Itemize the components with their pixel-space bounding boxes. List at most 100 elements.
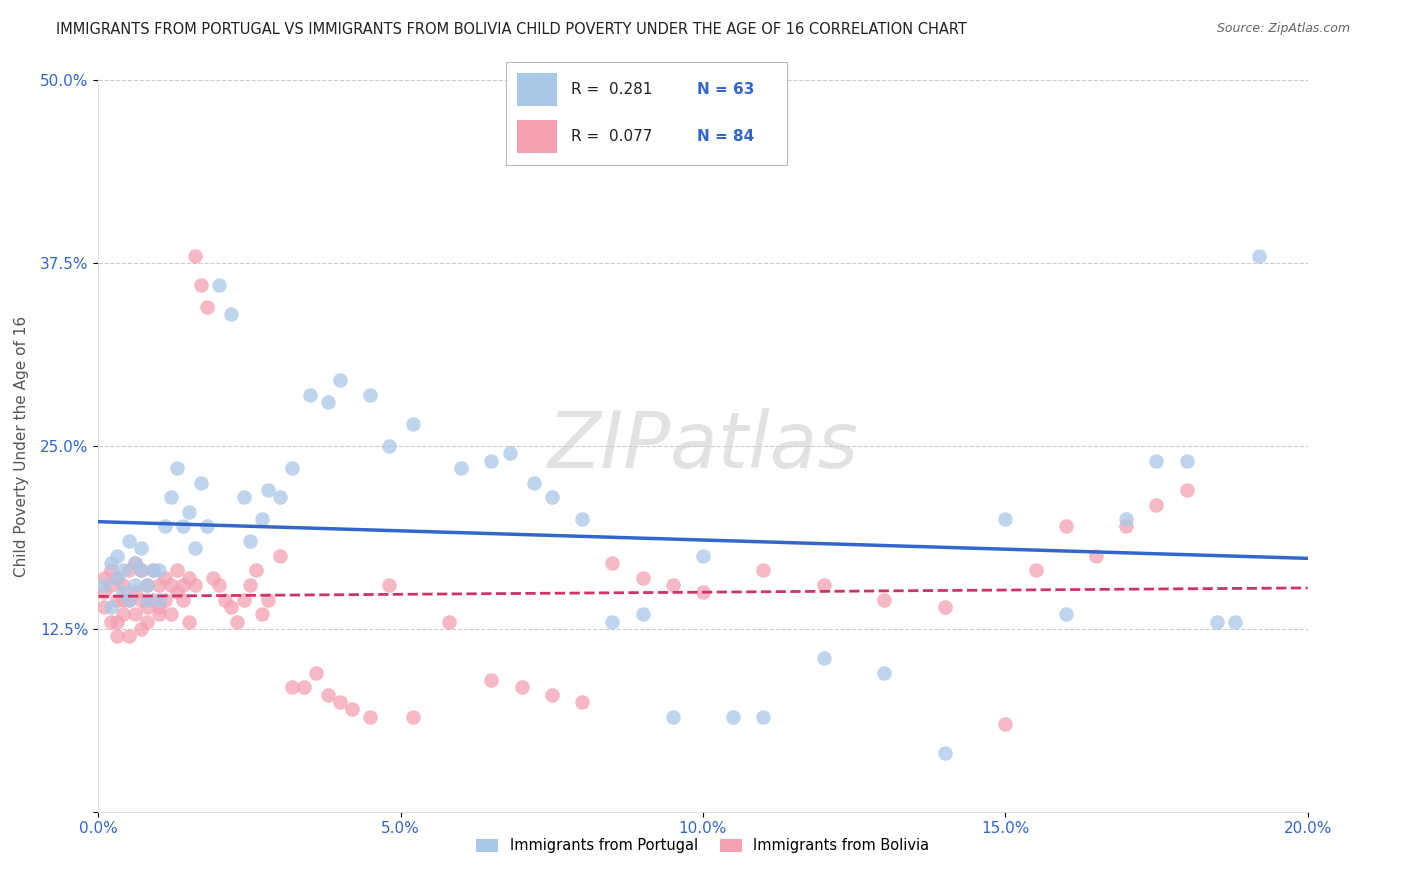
Point xyxy=(129,622,152,636)
Point xyxy=(1115,519,1137,533)
Point xyxy=(402,709,425,723)
Point xyxy=(360,709,382,723)
Point xyxy=(93,599,115,614)
Point xyxy=(179,505,201,519)
Point xyxy=(100,615,122,629)
Point xyxy=(752,563,775,577)
Point xyxy=(221,599,243,614)
Point xyxy=(510,681,533,695)
Point xyxy=(1115,512,1137,526)
Point xyxy=(190,475,212,490)
Point xyxy=(1175,483,1198,497)
Point xyxy=(329,695,352,709)
Point xyxy=(124,585,146,599)
Point xyxy=(179,571,201,585)
Point xyxy=(571,512,593,526)
Point xyxy=(142,563,165,577)
Point xyxy=(281,461,304,475)
Text: Source: ZipAtlas.com: Source: ZipAtlas.com xyxy=(1216,22,1350,36)
Point xyxy=(153,519,176,533)
Point xyxy=(118,592,141,607)
Point xyxy=(450,461,472,475)
Point xyxy=(105,615,128,629)
Point xyxy=(135,578,157,592)
Point xyxy=(118,534,141,549)
Point xyxy=(100,578,122,592)
Point xyxy=(523,475,546,490)
Point xyxy=(166,563,188,577)
Point xyxy=(160,490,183,504)
Point xyxy=(1144,453,1167,467)
Point xyxy=(402,417,425,431)
Point xyxy=(142,563,165,577)
Point xyxy=(934,746,956,760)
Point xyxy=(208,278,231,293)
Point xyxy=(160,607,183,622)
Point xyxy=(111,563,134,577)
Point xyxy=(360,388,382,402)
Point xyxy=(148,563,170,577)
Point xyxy=(142,592,165,607)
Point xyxy=(239,534,262,549)
Point xyxy=(250,607,273,622)
Point xyxy=(1144,498,1167,512)
Text: N = 84: N = 84 xyxy=(697,128,755,144)
Point xyxy=(692,585,714,599)
Point xyxy=(190,278,212,293)
Point xyxy=(631,607,654,622)
Point xyxy=(299,388,322,402)
Point xyxy=(342,702,364,716)
Text: R =  0.281: R = 0.281 xyxy=(571,81,652,96)
Bar xyxy=(517,120,557,153)
Point xyxy=(329,373,352,387)
Point xyxy=(129,563,152,577)
Point xyxy=(184,541,207,556)
Point xyxy=(105,571,128,585)
Point xyxy=(602,615,624,629)
Point xyxy=(256,592,278,607)
Point xyxy=(100,556,122,570)
Point xyxy=(934,599,956,614)
Point xyxy=(172,578,194,592)
Point xyxy=(111,607,134,622)
Point xyxy=(195,300,218,314)
Text: IMMIGRANTS FROM PORTUGAL VS IMMIGRANTS FROM BOLIVIA CHILD POVERTY UNDER THE AGE : IMMIGRANTS FROM PORTUGAL VS IMMIGRANTS F… xyxy=(56,22,967,37)
Point xyxy=(377,439,399,453)
Point xyxy=(184,249,207,263)
Point xyxy=(172,519,194,533)
Point xyxy=(93,585,115,599)
Point xyxy=(239,578,262,592)
Point xyxy=(124,578,146,592)
Point xyxy=(232,592,254,607)
Point xyxy=(813,578,835,592)
Point xyxy=(226,615,249,629)
Point xyxy=(540,490,562,504)
Point xyxy=(661,578,683,592)
Point xyxy=(752,709,775,723)
Point xyxy=(1206,615,1229,629)
Point xyxy=(118,563,141,577)
Point xyxy=(118,629,141,643)
Point xyxy=(172,592,194,607)
Point xyxy=(93,571,115,585)
Point xyxy=(135,599,157,614)
Point xyxy=(232,490,254,504)
Point xyxy=(166,585,188,599)
Point xyxy=(994,717,1017,731)
Point xyxy=(631,571,654,585)
Point xyxy=(124,556,146,570)
Point xyxy=(184,578,207,592)
Point xyxy=(221,307,243,321)
Point xyxy=(437,615,460,629)
Point xyxy=(129,541,152,556)
Point xyxy=(160,578,183,592)
Point xyxy=(1054,607,1077,622)
Point xyxy=(105,571,128,585)
Point xyxy=(540,688,562,702)
Point xyxy=(195,519,218,533)
Point xyxy=(135,578,157,592)
Point xyxy=(481,453,503,467)
Point xyxy=(316,688,339,702)
Point xyxy=(994,512,1017,526)
Legend: Immigrants from Portugal, Immigrants from Bolivia: Immigrants from Portugal, Immigrants fro… xyxy=(471,832,935,859)
